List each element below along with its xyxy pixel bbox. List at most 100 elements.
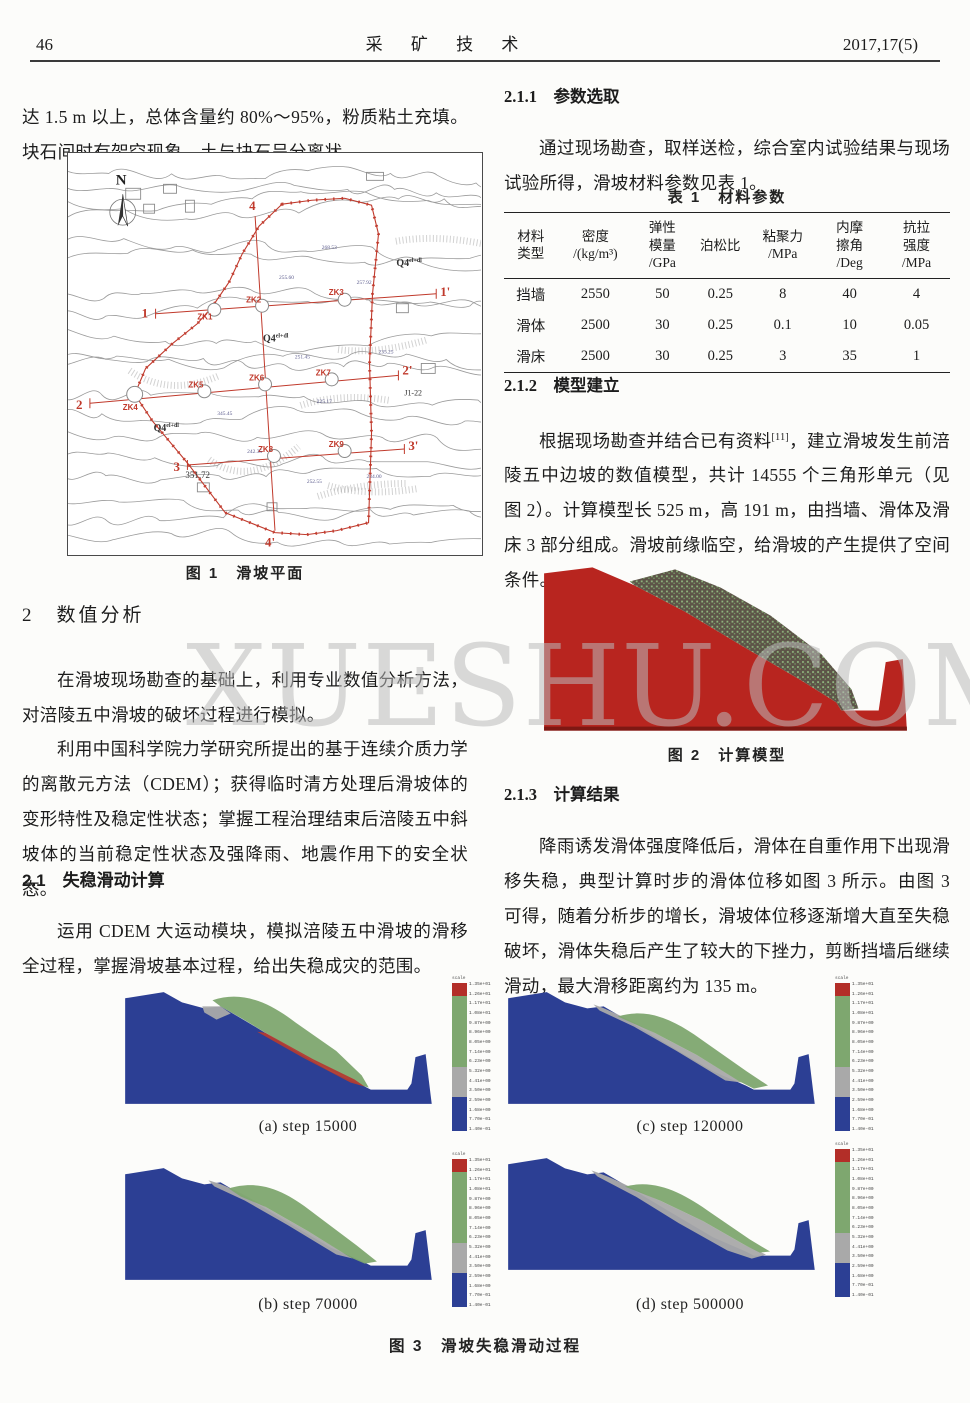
paragraph: 根据现场勘查并结合已有资料[11]，建立滑坡发生前涪陵五中边坡的数值模型，共计 … bbox=[504, 420, 950, 599]
table-cell: 35 bbox=[842, 347, 857, 364]
paragraph: 通过现场勘查，取样送检，综合室内试验结果与现场试验所得，滑坡材料参数见表 1。 bbox=[504, 137, 950, 193]
colorbar-tick-label: 2.59e+00 bbox=[469, 1097, 491, 1103]
colorbar-tick-label: 7.14e+00 bbox=[469, 1225, 491, 1231]
colorbar-tick-label: 8.05e+00 bbox=[852, 1039, 874, 1045]
svg-text:1: 1 bbox=[142, 306, 148, 321]
colorbar-tick-label: 1.08e+01 bbox=[852, 1176, 874, 1182]
borehole-markers bbox=[126, 292, 352, 463]
colorbar: scale 1.35e+01 1.26e+01 1.17e+01 1.08e+01 9.8… bbox=[835, 1142, 881, 1304]
svg-text:257.92: 257.92 bbox=[357, 280, 372, 286]
colorbar-tick-label: 9.87e+00 bbox=[469, 1020, 491, 1026]
colorbar-tick-label: 8.96e+00 bbox=[469, 1206, 491, 1212]
svg-text:234.00: 234.00 bbox=[367, 474, 382, 480]
colorbar-segment bbox=[452, 1096, 467, 1131]
svg-text:ZK9: ZK9 bbox=[329, 440, 345, 449]
colorbar-tick-label: 5.32e+00 bbox=[469, 1244, 491, 1250]
colorbar-tick-label: 7.70e-01 bbox=[852, 1117, 874, 1123]
table-row: 滑体 2500 30 0.25 0.1 10 0.05 bbox=[504, 310, 950, 341]
colorbar-tick-label: 7.14e+00 bbox=[852, 1215, 874, 1221]
colorbar-segment bbox=[835, 996, 850, 1068]
elevation-labels: 255.60 268.53 257.92 251.45 235.25 225.1… bbox=[217, 245, 394, 485]
table1-caption: 表 1 材料参数 bbox=[667, 189, 787, 206]
table-cell: 挡墙 bbox=[516, 287, 546, 304]
colorbar-tick-label: 1.08e+01 bbox=[469, 1186, 491, 1192]
table-header-cell: 弹性 模量 /GPa bbox=[648, 220, 676, 271]
svg-text:3': 3' bbox=[408, 438, 418, 453]
displacement-band bbox=[624, 1184, 771, 1253]
subcaption-b: (b) step 70000 bbox=[258, 1296, 358, 1313]
paragraph: 降雨诱发滑体强度降低后，滑体在自重作用下出现滑移失稳，典型计算时步的滑体位移如图… bbox=[504, 835, 950, 996]
colorbar-tick-label: 8.96e+00 bbox=[852, 1030, 874, 1036]
colorbar-tick-label: 7.14e+00 bbox=[469, 1049, 491, 1055]
table-header-cell: 泊松比 bbox=[700, 237, 741, 253]
colorbar-tick-label: 1.26e+01 bbox=[852, 1157, 874, 1163]
colorbar-tick-label: 1.17e+01 bbox=[469, 1001, 491, 1007]
section-2-1-3-heading: 2.1.3 计算结果 bbox=[504, 785, 620, 804]
svg-text:Q4el+dl: Q4el+dl bbox=[396, 258, 422, 269]
colorbar-segment bbox=[452, 996, 467, 1068]
colorbar-segment bbox=[835, 1233, 850, 1263]
landslide-plan-svg: N bbox=[62, 166, 553, 550]
colorbar-title: scale bbox=[452, 1152, 466, 1157]
colorbar-segment bbox=[835, 983, 850, 997]
table-header-cell: 抗拉 强度 /MPa bbox=[901, 220, 932, 271]
colorbar-tick-label: 7.70e-01 bbox=[852, 1283, 874, 1289]
paragraph: 运用 CDEM 大运动模块，模拟涪陵五中滑坡的滑移全过程，掌握滑坡基本过程，给出… bbox=[22, 920, 468, 976]
table-cell: 滑床 bbox=[516, 349, 546, 366]
svg-text:3: 3 bbox=[173, 459, 180, 474]
figure1-map: N bbox=[62, 152, 553, 556]
table-row: 挡墙 2550 50 0.25 8 40 4 bbox=[504, 278, 950, 310]
section-2-1-heading: 2.1 失稳滑动计算 bbox=[22, 871, 165, 890]
colorbar-tick-label: 1.08e+01 bbox=[469, 1010, 491, 1016]
paragraph: 在滑坡现场勘查的基础上，利用专业数值分析方法，对涪陵五中滑坡的破坏过程进行模拟。 bbox=[22, 669, 468, 725]
north-arrow: N bbox=[109, 172, 137, 227]
table-header-row: 材料 类型 密度 /(kg/m³) 弹性 模量 /GPa 泊松比 粘聚力 /MPa 内摩 … bbox=[504, 212, 950, 279]
svg-text:235.25: 235.25 bbox=[378, 350, 393, 356]
svg-text:4: 4 bbox=[249, 198, 256, 213]
svg-text:225.17: 225.17 bbox=[317, 399, 332, 405]
colorbar-tick-label: 1.35e+01 bbox=[852, 1148, 874, 1153]
svg-text:ZK8: ZK8 bbox=[258, 445, 274, 454]
page-number: 46 bbox=[36, 35, 53, 54]
displacement-band bbox=[591, 1170, 766, 1259]
colorbar-tick-label: 2.59e+00 bbox=[852, 1097, 874, 1103]
colorbar-segment bbox=[835, 1162, 850, 1234]
slope-displacement-svg bbox=[125, 992, 432, 1104]
paragraph-text: ，建立滑坡发生前涪陵五中边坡的数值模型，共计 14555 个三角形单元（见图 2… bbox=[504, 430, 951, 591]
colorbar-tick-label: 6.23e+00 bbox=[852, 1059, 874, 1065]
displacement-band bbox=[228, 1185, 377, 1264]
figure1-caption: 图 1 滑坡平面 bbox=[185, 565, 305, 582]
slope-displacement-svg bbox=[125, 1168, 432, 1280]
colorbar-tick-label: 1.40e-01 bbox=[469, 1126, 491, 1132]
table-cell: 滑体 bbox=[516, 318, 546, 335]
figure2-model bbox=[534, 558, 924, 742]
table-header-cell: 材料 类型 bbox=[517, 228, 545, 262]
section-2-1-2-heading: 2.1.2 模型建立 bbox=[504, 376, 620, 395]
table-cell: 4 bbox=[912, 285, 921, 302]
svg-text:2: 2 bbox=[76, 397, 82, 412]
colorbar-tick-label: 4.41e+00 bbox=[852, 1078, 874, 1084]
table-cell: 40 bbox=[842, 285, 857, 302]
table-cell: 2500 bbox=[580, 347, 610, 364]
svg-text:252.55: 252.55 bbox=[307, 479, 322, 485]
colorbar-segment bbox=[835, 1149, 850, 1163]
colorbar-tick-label: 1.68e+00 bbox=[469, 1107, 491, 1113]
colorbar-segment bbox=[835, 1096, 850, 1131]
subcaption-a: (a) step 15000 bbox=[258, 1118, 358, 1135]
map-annotations: Q4el+dl Q4el+dl Q4el+dl 351.72 J1-22 bbox=[154, 258, 423, 480]
colorbar-segment bbox=[835, 1067, 850, 1097]
colorbar-tick-label: 6.23e+00 bbox=[469, 1059, 491, 1065]
colorbar-segment bbox=[452, 1243, 467, 1273]
colorbar-tick-label: 4.41e+00 bbox=[852, 1244, 874, 1250]
slide-bed-blue bbox=[125, 1168, 432, 1280]
borehole-labels: ZK1 ZK2 ZK3 ZK4 ZK5 ZK6 ZK7 ZK8 ZK9 bbox=[123, 288, 345, 454]
colorbar: scale 1.35e+01 1.26e+01 1.17e+01 1.08e+01 9.8… bbox=[452, 976, 498, 1138]
displacement-band bbox=[593, 1004, 742, 1083]
section-2-1-1-heading: 2.1.1 参数选取 bbox=[504, 87, 620, 106]
table-cell: 0.05 bbox=[903, 316, 930, 333]
table-header-cell: 内摩 擦角 /Deg bbox=[836, 220, 864, 271]
colorbar-title: scale bbox=[835, 976, 849, 981]
colorbar-segment bbox=[452, 1067, 467, 1097]
svg-text:ZK3: ZK3 bbox=[329, 288, 345, 297]
